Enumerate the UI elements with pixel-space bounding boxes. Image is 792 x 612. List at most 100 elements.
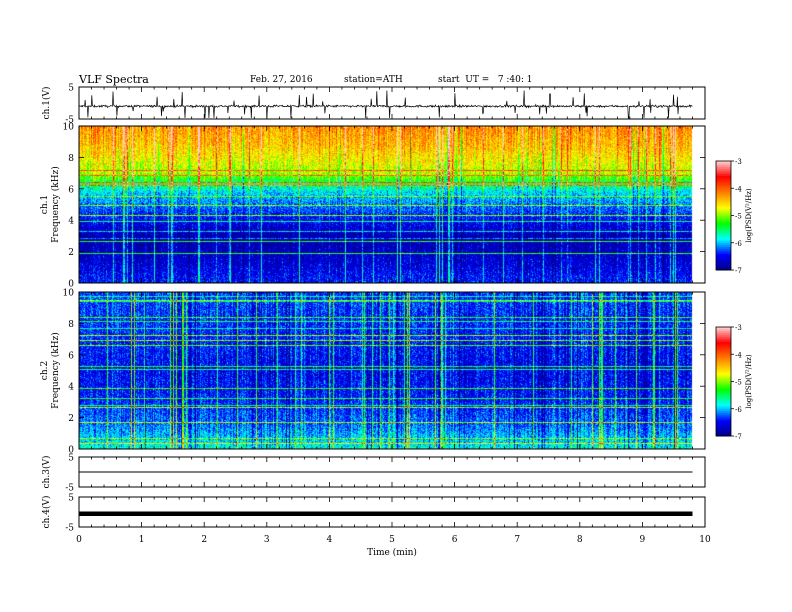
ch2-colorbar-label: log(PSD(V²/Hz) xyxy=(745,354,753,409)
ch1-spectrogram-panel: 0 2 4 6 8 10 ch.1 Frequency (kHz) xyxy=(40,123,706,290)
ch1-colorbar-swatch xyxy=(716,215,731,218)
ch1-wave-trace xyxy=(78,90,693,119)
ch2-colorbar-swatch xyxy=(716,357,731,361)
ch1-colorbar-swatch xyxy=(716,231,731,235)
ch2-colorbar-swatch xyxy=(716,397,731,401)
ch2-colorbar-swatch xyxy=(716,392,731,395)
ch2-colorbar-swatch xyxy=(716,386,731,390)
ch1-colorbar-swatch xyxy=(716,246,731,249)
station-label: station=ATH xyxy=(344,75,403,85)
ch2-colorbar-swatch xyxy=(716,354,731,357)
ch1-spec-ylabel-channel: ch.1 xyxy=(40,195,50,214)
ch2-colorbar-swatch xyxy=(716,341,731,344)
ch2-colorbar-tick-label: -7 xyxy=(735,433,742,441)
ch2-colorbar-swatch xyxy=(716,345,731,348)
ch2-colorbar-swatch xyxy=(716,346,731,350)
ch1-colorbar-swatch xyxy=(716,211,731,215)
time-axis-tick-label: 2 xyxy=(201,535,207,545)
ch2-colorbar-swatch xyxy=(716,416,731,419)
ch1-colorbar-swatch xyxy=(716,210,731,213)
ch1-colorbar-swatch xyxy=(716,220,731,224)
ch2-colorbar-swatch xyxy=(716,403,731,406)
time-axis: 0 1 2 3 4 5 6 7 8 9 10 Time (min) xyxy=(76,535,711,558)
ch2-colorbar-swatch xyxy=(716,376,731,379)
ch1-colorbar-tick-label: -6 xyxy=(735,240,742,248)
ch1-colorbar-swatch xyxy=(716,184,731,187)
ch2-colorbar-swatch xyxy=(716,363,731,366)
ch2-colorbar-swatch xyxy=(716,412,731,415)
ch2-colorbar-swatch xyxy=(716,428,731,432)
ch1-colorbar-swatch xyxy=(716,166,731,169)
ch1-colorbar-swatch xyxy=(716,170,731,173)
ch2-colorbar-swatch xyxy=(716,406,731,410)
ch1-spec-ytick-label: 2 xyxy=(68,248,74,258)
start-time-label: start UT = 7 :40: 1 xyxy=(438,75,533,85)
ch2-spec-ylabel-freq: Frequency (kHz) xyxy=(50,332,61,409)
ch2-spec-ytick-label: 10 xyxy=(63,289,75,299)
ch1-colorbar-swatch xyxy=(716,168,731,171)
ch4-wave-ytick-label: 5 xyxy=(68,494,74,504)
ch1-colorbar-swatch xyxy=(716,188,731,191)
ch1-colorbar-swatch xyxy=(716,186,731,189)
ch2-colorbar-swatch xyxy=(716,394,731,397)
ch1-colorbar-swatch xyxy=(716,175,731,178)
ch1-spec-ytick-label: 4 xyxy=(68,217,74,227)
ch1-wave-ytick-label: -5 xyxy=(65,116,74,126)
ch1-colorbar-swatch xyxy=(716,228,731,231)
ch1-spec-ytick-label: 8 xyxy=(68,154,74,164)
ch2-colorbar-swatch xyxy=(716,414,731,417)
ch1-colorbar-swatch xyxy=(716,242,731,246)
ch2-colorbar-swatch xyxy=(716,383,731,386)
ch1-colorbar-tick-label: -5 xyxy=(735,213,742,221)
time-axis-tick-label: 9 xyxy=(640,535,646,545)
ch2-colorbar-swatch xyxy=(716,421,731,424)
ch1-colorbar-swatch xyxy=(716,204,731,207)
ch2-spec-ytick-label: 8 xyxy=(68,320,74,330)
ch1-colorbar-swatch xyxy=(716,191,731,195)
ch1-colorbar-swatch xyxy=(716,260,731,264)
ch2-colorbar-swatch xyxy=(716,361,731,364)
ch1-colorbar-swatch xyxy=(716,190,731,193)
ch1-colorbar-tick-label: -3 xyxy=(735,158,742,166)
time-axis-tick-label: 0 xyxy=(76,535,82,545)
ch1-colorbar-swatch xyxy=(716,162,731,166)
ch4-wave-ylabel: ch.4(V) xyxy=(41,496,52,529)
ch1-colorbar-swatch xyxy=(716,240,731,244)
time-axis-tick-label: 3 xyxy=(264,535,270,545)
ch2-colorbar-swatch xyxy=(716,337,731,341)
ch2-colorbar-swatch xyxy=(716,405,731,408)
ch1-colorbar-swatch xyxy=(716,264,731,267)
time-axis-tick-label: 10 xyxy=(699,535,711,545)
time-axis-tick-label: 5 xyxy=(389,535,395,545)
ch1-colorbar-swatch xyxy=(716,177,731,180)
ch1-colorbar-swatch xyxy=(716,199,731,202)
ch2-colorbar-swatch xyxy=(716,419,731,422)
ch2-colorbar-swatch xyxy=(716,399,731,402)
ch2-colorbar-swatch xyxy=(716,434,731,437)
ch2-colorbar-swatch xyxy=(716,379,731,382)
ch1-colorbar-swatch xyxy=(716,237,731,240)
ch3-wave-ytick-label: 5 xyxy=(68,454,74,464)
ch2-colorbar-swatch xyxy=(716,374,731,377)
ch2-colorbar-swatch xyxy=(716,370,731,373)
ch2-colorbar-swatch xyxy=(716,336,731,339)
ch1-colorbar-swatch xyxy=(716,250,731,253)
ch2-colorbar: -3 -4 -5 -6 -7 log(PSD(V²/Hz) xyxy=(715,324,753,441)
ch1-spec-ytick-label: 6 xyxy=(68,185,74,195)
ch2-spectrogram-panel: 0 2 4 6 8 10 ch.2 Frequency (kHz) xyxy=(40,289,706,456)
time-axis-label: Time (min) xyxy=(367,547,417,558)
ch1-colorbar-swatch xyxy=(716,253,731,256)
ch1-colorbar-swatch xyxy=(716,161,731,164)
ch1-colorbar-swatch xyxy=(716,239,731,242)
ch3-wave-ytick-label: -5 xyxy=(65,484,74,494)
ch2-spec-ytick-label: 6 xyxy=(68,351,74,361)
ch1-spec-ytick-label: 10 xyxy=(63,123,75,133)
ch2-colorbar-swatch xyxy=(716,343,731,346)
ch1-colorbar-swatch xyxy=(716,226,731,229)
time-axis-tick-label: 7 xyxy=(514,535,520,545)
date-label: Feb. 27, 2016 xyxy=(250,75,313,85)
ch1-colorbar-swatch xyxy=(716,217,731,220)
time-axis-tick-label: 1 xyxy=(139,535,145,545)
ch2-colorbar-swatch xyxy=(716,430,731,433)
